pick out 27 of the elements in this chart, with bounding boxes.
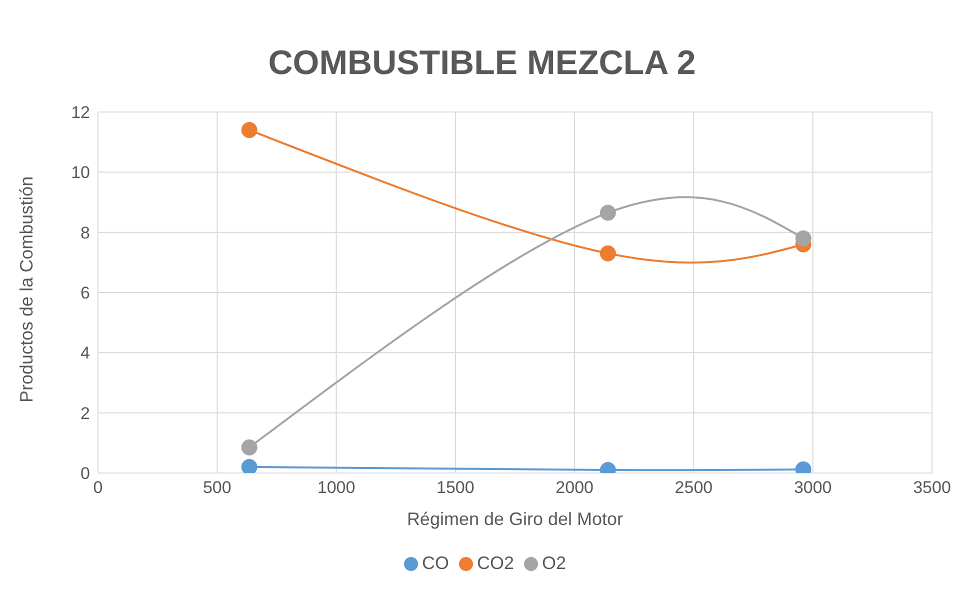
y-tick-label: 2 <box>80 404 90 423</box>
legend-label: O2 <box>542 553 566 573</box>
point <box>600 204 616 221</box>
x-tick-label: 1000 <box>317 478 356 498</box>
x-tick-label: 0 <box>93 478 103 498</box>
point <box>241 439 258 456</box>
point <box>795 230 812 246</box>
x-tick-label: 500 <box>202 478 232 498</box>
y-tick-label: 8 <box>80 223 90 242</box>
point <box>600 245 616 262</box>
y-tick-label: 12 <box>71 103 90 122</box>
legend-label: CO2 <box>476 553 514 573</box>
point <box>241 458 258 473</box>
x-tick-label: 1500 <box>436 478 474 498</box>
point <box>241 122 258 138</box>
x-axis-title: Régimen de Giro del Motor <box>406 509 624 529</box>
x-tick-label: 2500 <box>674 478 713 498</box>
chart-title: COMBUSTIBLE MEZCLA 2 <box>267 43 697 84</box>
y-tick-label: 0 <box>80 464 90 484</box>
legend-label: CO <box>422 553 449 573</box>
y-tick-label: 6 <box>80 284 90 303</box>
y-tick-label: 10 <box>71 163 90 182</box>
x-tick-label: 3500 <box>913 478 951 498</box>
x-tick-label: 2000 <box>556 478 594 498</box>
x-tick-label: 3000 <box>794 478 832 498</box>
y-tick-label: 4 <box>80 344 90 363</box>
y-axis-title: Productos de la Combustión <box>16 176 36 402</box>
